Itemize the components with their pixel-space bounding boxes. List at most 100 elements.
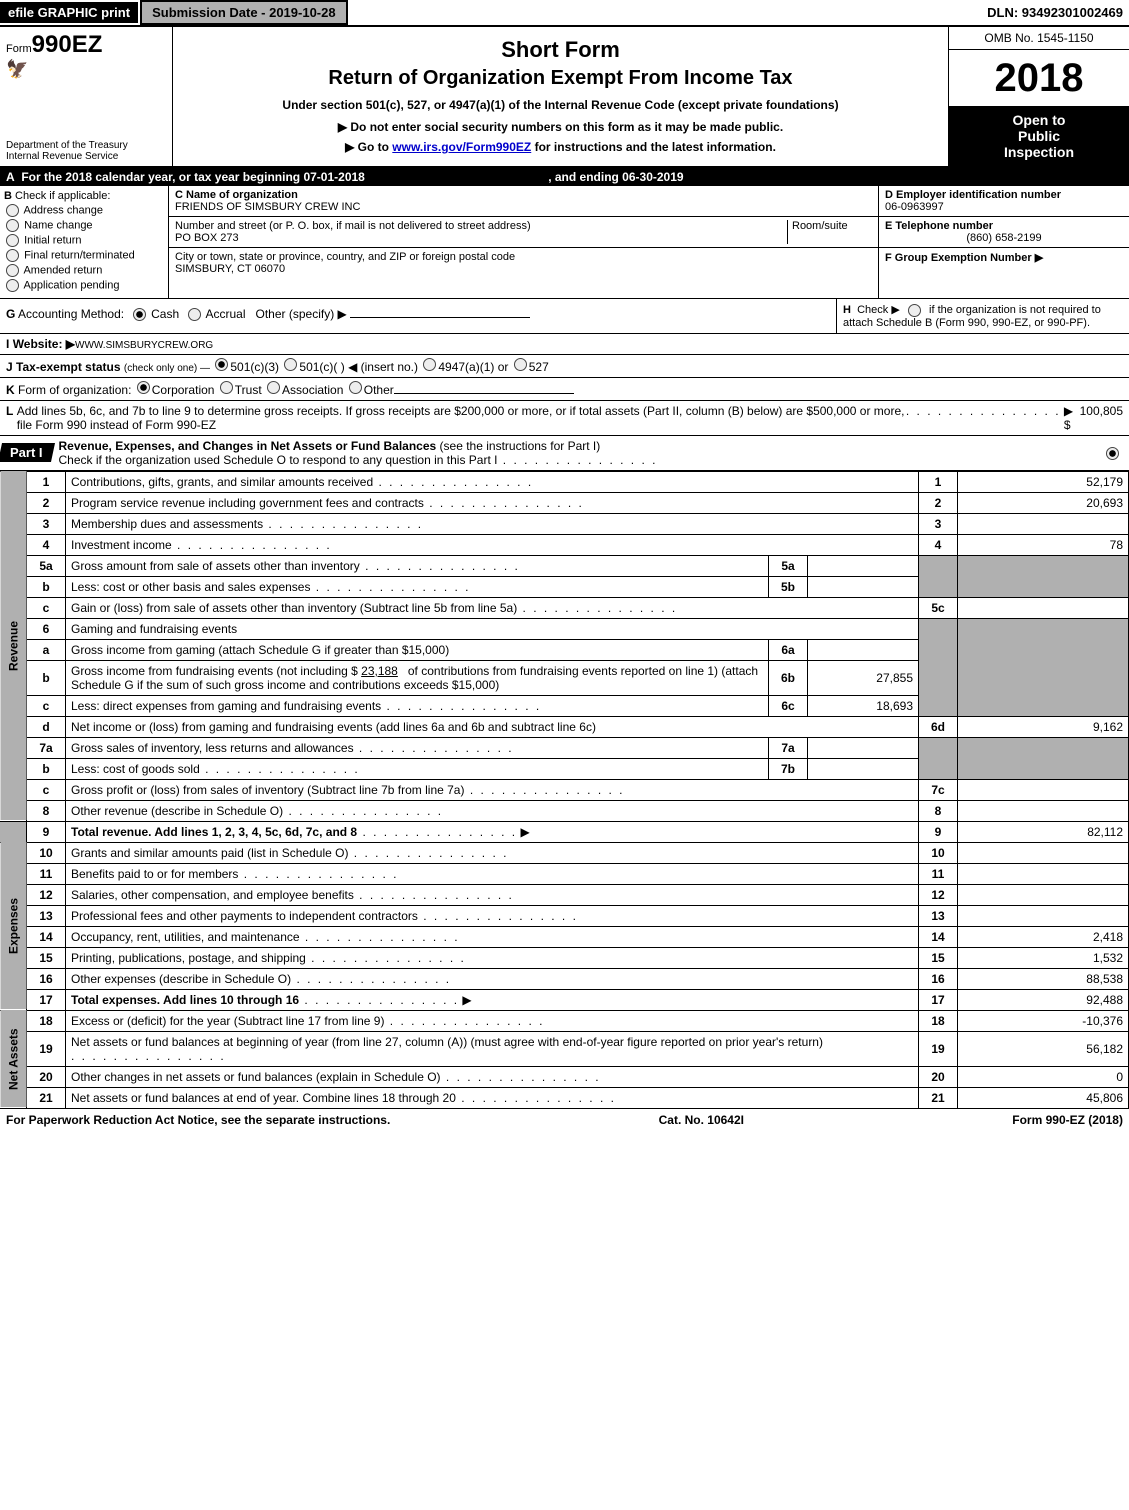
line-17-amount: 92,488 <box>958 989 1129 1010</box>
org-city: SIMSBURY, CT 06070 <box>175 263 285 275</box>
radio-501c3[interactable] <box>215 358 228 371</box>
l-amount: 100,805 <box>1080 404 1123 418</box>
line-5c-amount <box>958 597 1129 618</box>
note-link-suffix: for instructions and the latest informat… <box>531 140 776 154</box>
line-1-desc: Contributions, gifts, grants, and simila… <box>71 475 373 489</box>
line-6d-amount: 9,162 <box>958 716 1129 737</box>
main-table: Revenue 1 Contributions, gifts, grants, … <box>0 471 1129 1109</box>
part1-hint: (see the instructions for Part I) <box>440 439 601 453</box>
inspection-box: Open to Public Inspection <box>949 106 1129 166</box>
note-link-prefix: ▶ Go to <box>345 140 392 154</box>
k-other-input[interactable] <box>394 393 574 394</box>
line-9-amount: 82,112 <box>958 821 1129 842</box>
radio-corporation[interactable] <box>137 381 150 394</box>
return-title: Return of Organization Exempt From Incom… <box>179 67 942 90</box>
b-opt-1: Name change <box>24 219 93 231</box>
i-prefix: I <box>6 337 9 351</box>
checkbox-application-pending[interactable] <box>6 279 19 292</box>
line-10-amount <box>958 842 1129 863</box>
box-label: 13 <box>919 905 958 926</box>
shaded-cell <box>919 737 958 779</box>
ein: 06-0963997 <box>885 201 944 213</box>
shaded-cell <box>958 737 1129 779</box>
radio-527[interactable] <box>514 358 527 371</box>
radio-4947[interactable] <box>423 358 436 371</box>
line-7b-desc: Less: cost of goods sold <box>71 762 200 776</box>
box-label: 5b <box>769 576 808 597</box>
line-6c-desc: Less: direct expenses from gaming and fu… <box>71 699 381 713</box>
checkbox-final-return[interactable] <box>6 249 19 262</box>
line-15-desc: Printing, publications, postage, and shi… <box>71 951 306 965</box>
box-label: 1 <box>919 471 958 492</box>
lineno: 18 <box>27 1010 66 1031</box>
part1-label: Part I <box>0 443 55 462</box>
k-row: K Form of organization: Corporation Trus… <box>0 378 1129 401</box>
radio-association[interactable] <box>267 381 280 394</box>
k-opt-1: Trust <box>235 383 262 397</box>
lineno: 10 <box>27 842 66 863</box>
c-addr-label: Number and street (or P. O. box, if mail… <box>175 220 531 232</box>
k-label: Form of organization: <box>18 383 131 397</box>
h-prefix: H <box>843 304 851 316</box>
line-19-amount: 56,182 <box>958 1031 1129 1066</box>
irs-link[interactable]: www.irs.gov/Form990EZ <box>392 140 531 154</box>
line-5b-desc: Less: cost or other basis and sales expe… <box>71 580 310 594</box>
line-4-amount: 78 <box>958 534 1129 555</box>
org-addr: PO BOX 273 <box>175 232 239 244</box>
i-label: Website: ▶ <box>13 337 75 351</box>
line-5a-mini <box>808 555 919 576</box>
radio-other[interactable] <box>349 381 362 394</box>
note-link: ▶ Go to www.irs.gov/Form990EZ for instru… <box>179 140 942 154</box>
lineno: c <box>27 695 66 716</box>
line-6b-pre: Gross income from fundraising events (no… <box>71 664 358 678</box>
lineno: c <box>27 597 66 618</box>
box-label: 18 <box>919 1010 958 1031</box>
part1-header-row: Part I Revenue, Expenses, and Changes in… <box>0 436 1129 471</box>
radio-cash[interactable] <box>133 308 146 321</box>
checkbox-initial-return[interactable] <box>6 234 19 247</box>
page-footer: For Paperwork Reduction Act Notice, see … <box>0 1109 1129 1131</box>
box-label: 9 <box>919 821 958 842</box>
line-4-desc: Investment income <box>71 538 172 552</box>
top-bar: efile GRAPHIC print Submission Date - 20… <box>0 0 1129 27</box>
checkbox-schedule-b[interactable] <box>908 304 921 317</box>
inspection-line1: Open to <box>955 112 1123 128</box>
shaded-cell <box>919 618 958 716</box>
radio-trust[interactable] <box>220 381 233 394</box>
l-amount-prefix: ▶ $ <box>1064 404 1080 432</box>
checkbox-name-change[interactable] <box>6 219 19 232</box>
line-3-amount <box>958 513 1129 534</box>
lineno: 14 <box>27 926 66 947</box>
side-label-expenses: Expenses <box>0 842 27 1010</box>
lineno: 21 <box>27 1087 66 1108</box>
b-opt-0: Address change <box>23 204 103 216</box>
lineno: 6 <box>27 618 66 639</box>
l-row: L Add lines 5b, 6c, and 7b to line 9 to … <box>0 401 1129 436</box>
checkbox-address-change[interactable] <box>6 204 19 217</box>
line-18-amount: -10,376 <box>958 1010 1129 1031</box>
j-opt3: 4947(a)(1) or <box>438 360 508 374</box>
checkbox-amended-return[interactable] <box>6 264 19 277</box>
box-label: 7b <box>769 758 808 779</box>
shaded-cell <box>919 555 958 597</box>
box-label: 5a <box>769 555 808 576</box>
box-label: 6a <box>769 639 808 660</box>
checkbox-schedule-o[interactable] <box>1106 447 1119 460</box>
lineno: 12 <box>27 884 66 905</box>
line-6-desc: Gaming and fundraising events <box>66 618 919 639</box>
lineno: 11 <box>27 863 66 884</box>
g-text: Accounting Method: <box>18 307 124 321</box>
line-11-desc: Benefits paid to or for members <box>71 867 238 881</box>
line-16-desc: Other expenses (describe in Schedule O) <box>71 972 291 986</box>
lineno: 7a <box>27 737 66 758</box>
short-form-title: Short Form <box>179 37 942 63</box>
lineno: b <box>27 758 66 779</box>
radio-501c[interactable] <box>284 358 297 371</box>
line-6b-mini: 27,855 <box>808 660 919 695</box>
phone: (860) 658-2199 <box>885 232 1123 244</box>
b-opt-2: Initial return <box>24 234 81 246</box>
g-other-input[interactable] <box>350 317 530 318</box>
radio-accrual[interactable] <box>188 308 201 321</box>
b-label: Check if applicable: <box>15 190 110 202</box>
j-hint: (check only one) — <box>124 363 210 374</box>
